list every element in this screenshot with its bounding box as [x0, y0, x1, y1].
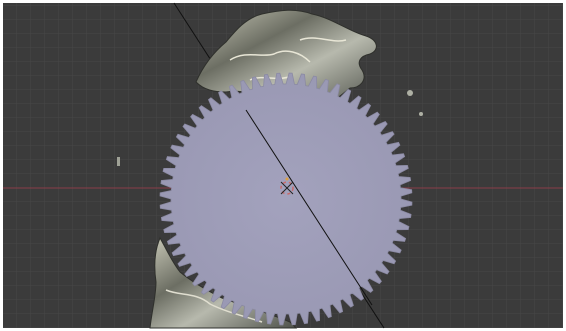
fluid-droplet — [419, 112, 423, 116]
3d-cursor — [280, 177, 294, 195]
gear-object[interactable] — [159, 72, 413, 326]
gear-edge-line — [245, 109, 373, 306]
fluid-droplet — [117, 157, 120, 166]
fluid-droplet — [407, 90, 413, 96]
